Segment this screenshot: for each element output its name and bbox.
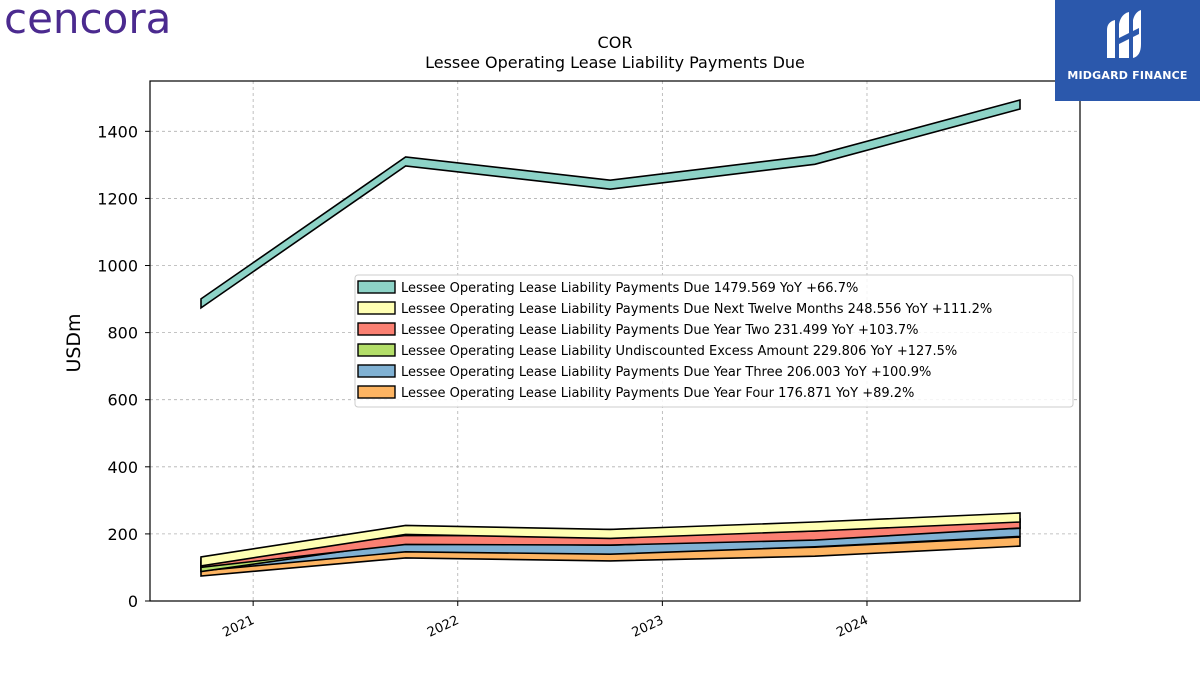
y-axis-label: USDm xyxy=(63,313,85,372)
x-tick-label: 2023 xyxy=(630,613,666,641)
x-tick-label: 2024 xyxy=(834,613,870,641)
plot-frame xyxy=(149,80,1081,602)
series-band xyxy=(200,98,1021,310)
x-tick-label: 2021 xyxy=(221,613,257,641)
midgard-finance-logo: MIDGARD FINANCE xyxy=(1055,0,1200,101)
y-tick-label: 800 xyxy=(107,324,138,343)
y-tick-label: 600 xyxy=(107,391,138,410)
y-tick-label: 200 xyxy=(107,525,138,544)
chart-subtitle: Lessee Operating Lease Liability Payment… xyxy=(425,53,805,72)
y-tick-label: 400 xyxy=(107,458,138,477)
midgard-emblem-icon xyxy=(1107,10,1141,58)
legend-label: Lessee Operating Lease Liability Undisco… xyxy=(401,344,957,359)
y-tick-label: 1400 xyxy=(97,122,138,141)
cencora-logo: cencora xyxy=(4,0,234,48)
partner-name: MIDGARD FINANCE xyxy=(1067,69,1188,82)
series-band xyxy=(200,512,1021,567)
chart-marks xyxy=(200,98,1021,577)
legend-swatch xyxy=(357,322,396,336)
chart-title: COR xyxy=(598,33,633,52)
x-tick-label: 2022 xyxy=(425,613,461,641)
legend-label: Lessee Operating Lease Liability Payment… xyxy=(401,323,918,338)
legend-label: Lessee Operating Lease Liability Payment… xyxy=(401,302,992,317)
legend-swatch xyxy=(357,343,396,357)
y-tick-label: 1200 xyxy=(97,189,138,208)
y-tick-label: 0 xyxy=(128,592,138,611)
legend-label: Lessee Operating Lease Liability Payment… xyxy=(401,281,858,296)
legend-swatch xyxy=(357,364,396,378)
y-tick-label: 1000 xyxy=(97,257,138,276)
legend-label: Lessee Operating Lease Liability Payment… xyxy=(401,365,931,380)
legend-swatch xyxy=(357,385,396,399)
legend-swatch xyxy=(357,301,396,315)
cencora-wordmark: cencora xyxy=(4,0,171,43)
legend-label: Lessee Operating Lease Liability Payment… xyxy=(401,386,914,401)
legend-swatch xyxy=(357,280,396,294)
legend-box xyxy=(354,274,1074,408)
legend: Lessee Operating Lease Liability Payment… xyxy=(354,274,1074,408)
brand-wordmark: cencora xyxy=(4,0,171,43)
